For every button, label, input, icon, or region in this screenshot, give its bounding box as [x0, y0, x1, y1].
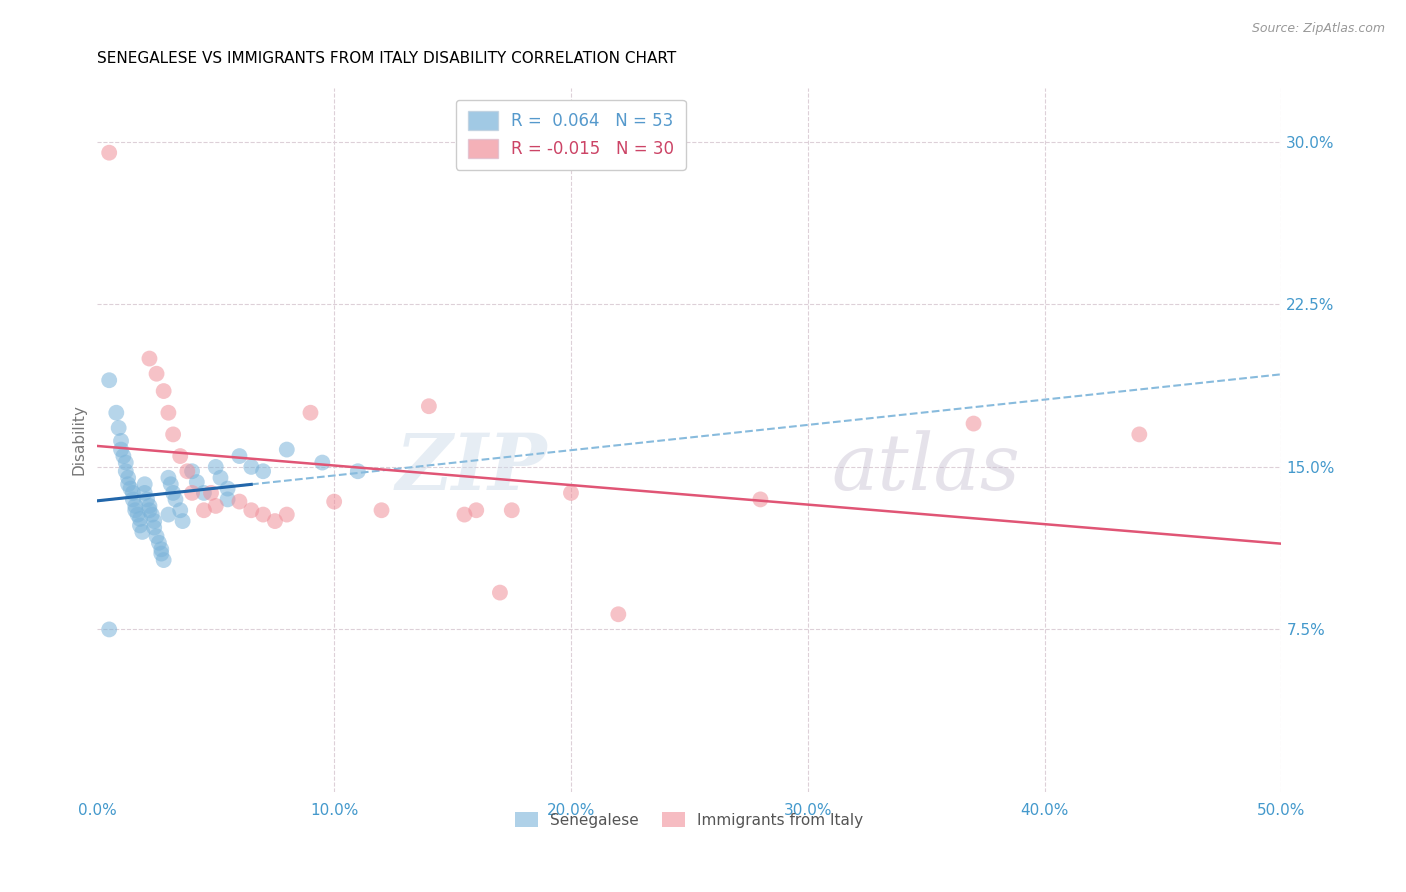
- Point: [311, 456, 333, 470]
- Point: [157, 471, 180, 485]
- Legend: Senegalese, Immigrants from Italy: Senegalese, Immigrants from Italy: [509, 805, 869, 834]
- Point: [489, 585, 512, 599]
- Point: [162, 486, 184, 500]
- Point: [138, 499, 160, 513]
- Point: [228, 494, 250, 508]
- Point: [145, 529, 167, 543]
- Point: [150, 542, 173, 557]
- Point: [209, 471, 232, 485]
- Point: [98, 145, 121, 160]
- Point: [152, 553, 174, 567]
- Point: [162, 427, 184, 442]
- Point: [152, 384, 174, 398]
- Point: [370, 503, 392, 517]
- Point: [105, 406, 128, 420]
- Point: [98, 373, 121, 387]
- Point: [962, 417, 984, 431]
- Point: [607, 607, 630, 622]
- Point: [150, 547, 173, 561]
- Text: Source: ZipAtlas.com: Source: ZipAtlas.com: [1251, 22, 1385, 36]
- Point: [204, 499, 226, 513]
- Point: [117, 477, 139, 491]
- Point: [134, 486, 156, 500]
- Point: [143, 520, 166, 534]
- Point: [299, 406, 322, 420]
- Point: [98, 623, 121, 637]
- Point: [117, 471, 139, 485]
- Point: [1128, 427, 1150, 442]
- Point: [124, 503, 146, 517]
- Point: [217, 492, 239, 507]
- Point: [124, 499, 146, 513]
- Point: [114, 456, 136, 470]
- Point: [749, 492, 772, 507]
- Text: ZIP: ZIP: [395, 430, 547, 507]
- Point: [186, 475, 208, 489]
- Point: [120, 482, 142, 496]
- Point: [159, 477, 181, 491]
- Point: [122, 492, 145, 507]
- Point: [252, 464, 274, 478]
- Point: [157, 406, 180, 420]
- Point: [193, 503, 215, 517]
- Point: [129, 512, 152, 526]
- Point: [217, 482, 239, 496]
- Point: [136, 492, 159, 507]
- Point: [276, 508, 298, 522]
- Text: atlas: atlas: [831, 430, 1021, 506]
- Point: [148, 535, 170, 549]
- Point: [501, 503, 523, 517]
- Point: [165, 492, 187, 507]
- Point: [134, 477, 156, 491]
- Point: [193, 486, 215, 500]
- Text: SENEGALESE VS IMMIGRANTS FROM ITALY DISABILITY CORRELATION CHART: SENEGALESE VS IMMIGRANTS FROM ITALY DISA…: [97, 51, 676, 66]
- Point: [181, 486, 204, 500]
- Y-axis label: Disability: Disability: [72, 404, 86, 475]
- Point: [157, 508, 180, 522]
- Point: [228, 449, 250, 463]
- Point: [172, 514, 194, 528]
- Point: [143, 514, 166, 528]
- Point: [347, 464, 370, 478]
- Point: [169, 449, 191, 463]
- Point: [112, 449, 135, 463]
- Point: [240, 503, 263, 517]
- Point: [204, 459, 226, 474]
- Point: [560, 486, 582, 500]
- Point: [169, 503, 191, 517]
- Point: [138, 503, 160, 517]
- Point: [465, 503, 488, 517]
- Point: [240, 459, 263, 474]
- Point: [276, 442, 298, 457]
- Point: [176, 464, 198, 478]
- Point: [453, 508, 475, 522]
- Point: [107, 421, 129, 435]
- Point: [127, 508, 149, 522]
- Point: [114, 464, 136, 478]
- Point: [252, 508, 274, 522]
- Point: [418, 399, 440, 413]
- Point: [323, 494, 346, 508]
- Point: [141, 508, 163, 522]
- Point: [110, 434, 132, 448]
- Point: [200, 486, 222, 500]
- Point: [129, 518, 152, 533]
- Point: [138, 351, 160, 366]
- Point: [145, 367, 167, 381]
- Point: [110, 442, 132, 457]
- Point: [181, 464, 204, 478]
- Point: [264, 514, 287, 528]
- Point: [122, 486, 145, 500]
- Point: [131, 524, 153, 539]
